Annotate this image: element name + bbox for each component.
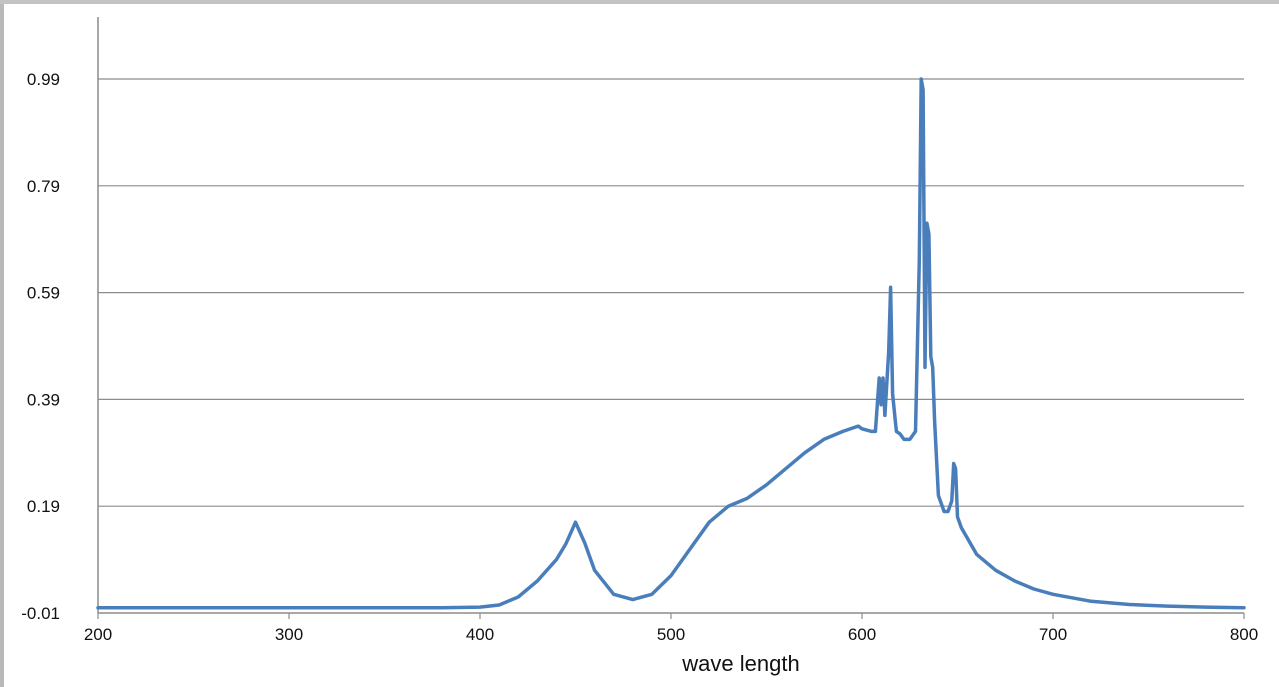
frame-top-border bbox=[0, 0, 1279, 4]
axes bbox=[97, 17, 1245, 619]
x-tick-label: 800 bbox=[1230, 625, 1258, 644]
x-tick-labels: 200 300 400 500 600 700 800 bbox=[84, 625, 1258, 644]
y-tick-label: 0.99 bbox=[27, 70, 60, 89]
x-tick-label: 500 bbox=[657, 625, 685, 644]
x-tick-label: 400 bbox=[466, 625, 494, 644]
spectrum-series-line bbox=[96, 77, 1246, 610]
x-axis-label: wave length bbox=[681, 651, 799, 676]
y-tick-labels: -0.01 0.19 0.39 0.59 0.79 0.99 bbox=[21, 70, 60, 623]
y-tick-label: 0.79 bbox=[27, 177, 60, 196]
x-tick-label: 700 bbox=[1039, 625, 1067, 644]
gridlines bbox=[98, 78, 1244, 507]
y-tick-label: 0.39 bbox=[27, 390, 60, 409]
y-tick-label: -0.01 bbox=[21, 604, 60, 623]
frame-left-border bbox=[0, 0, 4, 687]
x-tick-label: 300 bbox=[275, 625, 303, 644]
x-tick-label: 600 bbox=[848, 625, 876, 644]
x-tick-label: 200 bbox=[84, 625, 112, 644]
y-tick-label: 0.59 bbox=[27, 284, 60, 303]
y-tick-label: 0.19 bbox=[27, 497, 60, 516]
